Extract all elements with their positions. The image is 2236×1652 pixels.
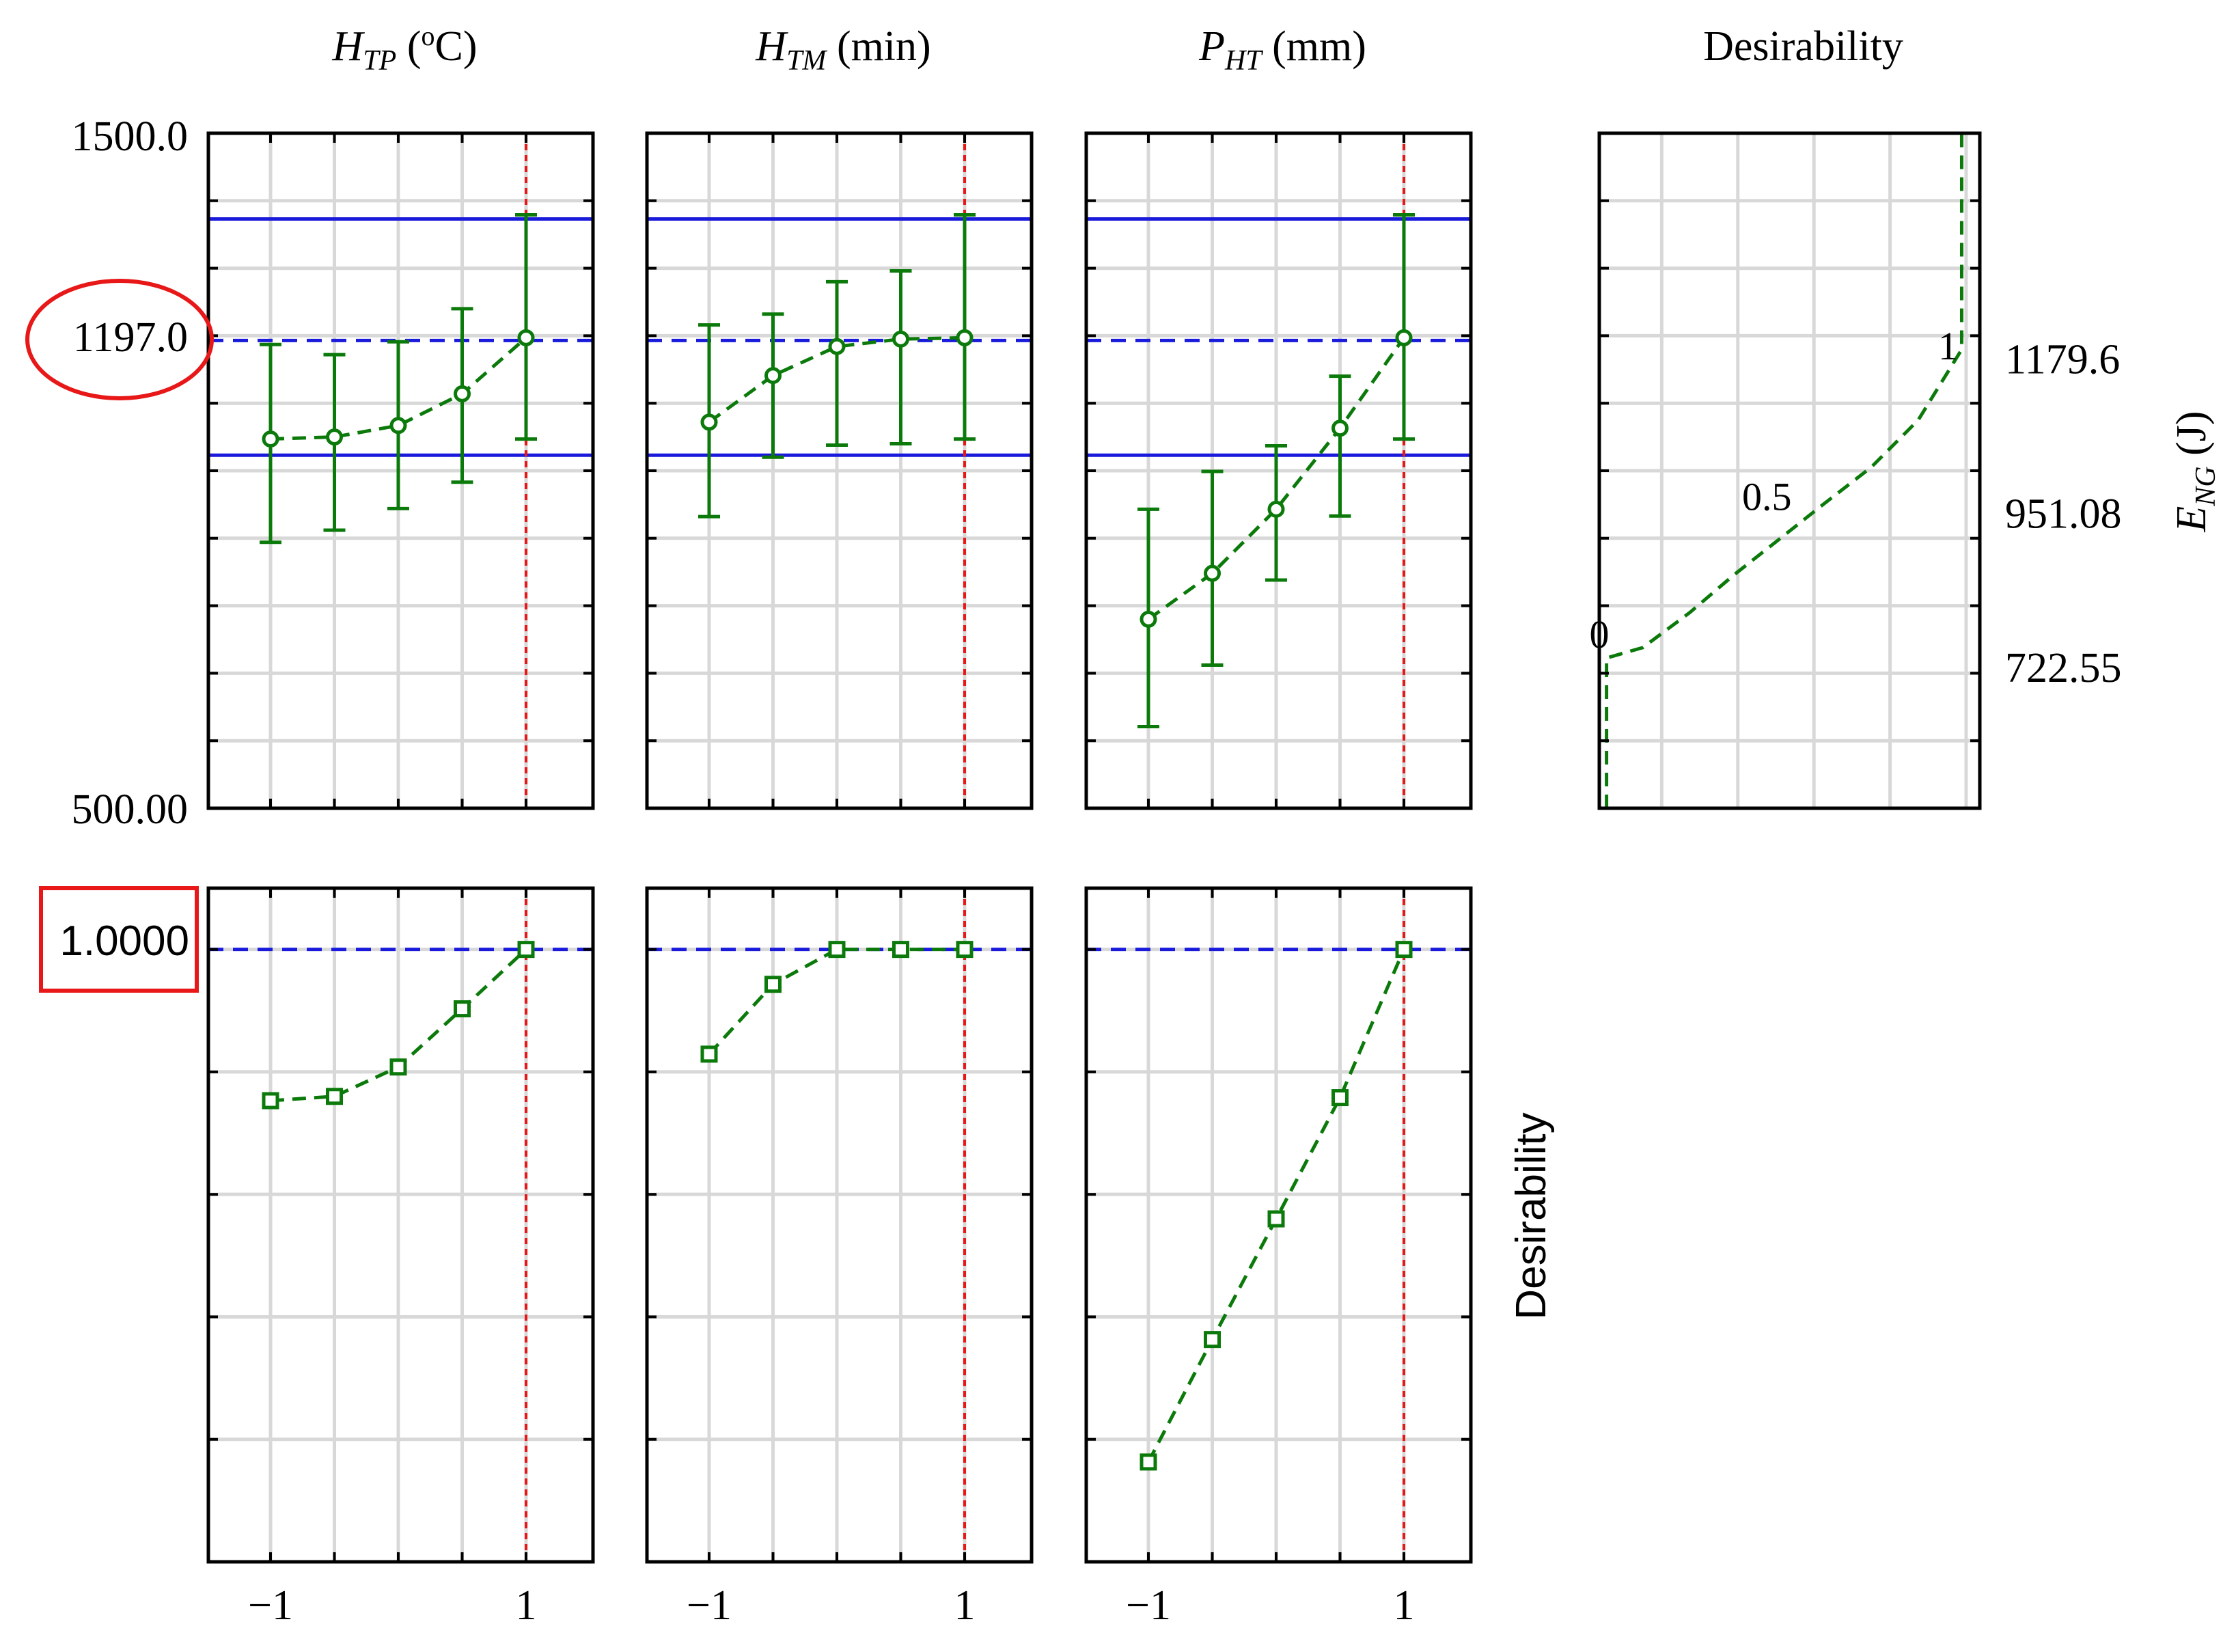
desirability-htm-point-4 [956, 941, 974, 959]
grid-layer [208, 133, 1980, 1562]
response-htm-series-line [708, 335, 965, 424]
response-pht-point-1 [1204, 564, 1221, 582]
bottom-ylabel: Desirability [1508, 1112, 1555, 1319]
response-pht-frame [1084, 131, 1473, 810]
response-pht-point-4 [1395, 329, 1413, 346]
response-htp-title-unit: C) [434, 23, 477, 70]
desirability-htp-xtick-label-min: −1 [248, 1582, 293, 1629]
ylabel-sub: NG [2190, 466, 2222, 506]
response-htp-title-sup: o [421, 20, 434, 51]
current-response-highlight-ellipse [25, 279, 214, 400]
response-htp-title: HTP (oC) [332, 20, 478, 77]
desirability-pht-frame [1084, 886, 1473, 1564]
desirability-function-right-tick-1: 951.08 [2005, 491, 2122, 537]
response-pht-series-line [1147, 336, 1406, 621]
response-htm-point-3 [892, 330, 909, 348]
desirability-htp-point-0 [262, 1092, 279, 1110]
response-htp-series-line [270, 336, 527, 441]
response-pht-title-unit: (mm) [1262, 23, 1366, 70]
response-htp-point-0 [262, 430, 279, 448]
response-htm-point-1 [764, 367, 782, 385]
response-htm-frame [645, 131, 1034, 810]
response-htp-title-sub: TP [363, 45, 396, 77]
desirability-pht-xtick-label-max: 1 [1394, 1582, 1415, 1629]
response-htm-point-0 [700, 413, 718, 431]
desirability-function-curve-label-2: 1 [1938, 324, 1958, 368]
desirability-function-title: Desirability [1703, 23, 1903, 70]
desirability-htp-xtick-label-max: 1 [516, 1582, 537, 1629]
response-htp-point-4 [517, 329, 535, 346]
desirability-htm-point-2 [828, 941, 846, 959]
current-desirability-highlight-box [39, 886, 199, 993]
desirability-htp-frame [206, 886, 595, 1564]
desirability-pht-point-0 [1140, 1453, 1157, 1471]
response-pht-point-3 [1331, 419, 1349, 437]
desirability-pht-point-3 [1331, 1089, 1349, 1107]
response-htp-point-2 [389, 417, 407, 435]
desirability-function-curve [1605, 133, 1963, 808]
ylabel-var: E [2168, 506, 2215, 533]
desirability-htp-point-3 [454, 1000, 471, 1018]
desirability-htm-frame [645, 886, 1034, 1564]
response-htm-point-2 [828, 338, 846, 355]
response-pht-title: PHT (mm) [1198, 23, 1366, 77]
response-htp-point-3 [454, 385, 471, 402]
desirability-htm-point-1 [764, 976, 782, 993]
desirability-htm-xtick-label-max: 1 [954, 1582, 976, 1629]
response-htp-title-var: H [332, 23, 365, 70]
desirability-htp-point-2 [389, 1058, 407, 1076]
data-layer [260, 133, 1963, 1471]
desirability-pht-xtick-label-min: −1 [1126, 1582, 1171, 1629]
frame-layer [206, 131, 1982, 1564]
desirability-htm-series-line [708, 948, 965, 1056]
response-htm-point-4 [956, 329, 974, 346]
desirability-htm-xtick-label-min: −1 [687, 1582, 732, 1629]
response-htp-frame [206, 131, 595, 810]
desirability-pht-point-1 [1204, 1331, 1221, 1349]
desirability-function-right-tick-2: 722.55 [2005, 645, 2122, 691]
response-pht-title-sub: HT [1224, 45, 1263, 77]
top-ymin-label: 500.00 [72, 786, 189, 833]
current-response-value: 1197.0 [73, 314, 188, 361]
desirability-htm-point-0 [700, 1045, 718, 1063]
desirability-function-curve-label-1: 0.5 [1742, 475, 1792, 519]
response-htm-title-sub: TM [786, 45, 827, 77]
response-pht-title-var: P [1198, 23, 1225, 70]
desirability-pht-point-2 [1267, 1210, 1285, 1228]
desirability-function-frame [1597, 131, 1982, 810]
desirability-function-curve-label-0: 0 [1590, 612, 1610, 657]
response-htp-point-1 [326, 428, 343, 446]
response-htm-title-var: H [755, 23, 788, 70]
ylabel-unit: (J) [2168, 411, 2215, 466]
current-desirability-value: 1.0000 [59, 918, 189, 965]
response-htm-title-unit: (min) [826, 23, 930, 70]
desirability-pht-point-4 [1395, 941, 1413, 959]
text-layer: HTP (oC) HTM (min) PHT (mm)−1 1 −1 1 −1 100.51 1… [25, 20, 2222, 1629]
response-htp-title-open: ( [396, 23, 421, 70]
top-ymax-label: 1500.0 [72, 113, 189, 160]
desirability-htp-point-4 [517, 941, 535, 959]
response-pht-point-0 [1140, 610, 1157, 628]
desirability-function-ylabel: ENG (J) [2168, 411, 2222, 532]
response-htm-title: HTM (min) [755, 23, 930, 77]
desirability-function-right-tick-0: 1179.6 [2005, 337, 2120, 383]
desirability-htm-point-3 [892, 941, 909, 959]
response-pht-point-2 [1267, 500, 1285, 518]
desirability-htp-point-1 [326, 1088, 343, 1105]
